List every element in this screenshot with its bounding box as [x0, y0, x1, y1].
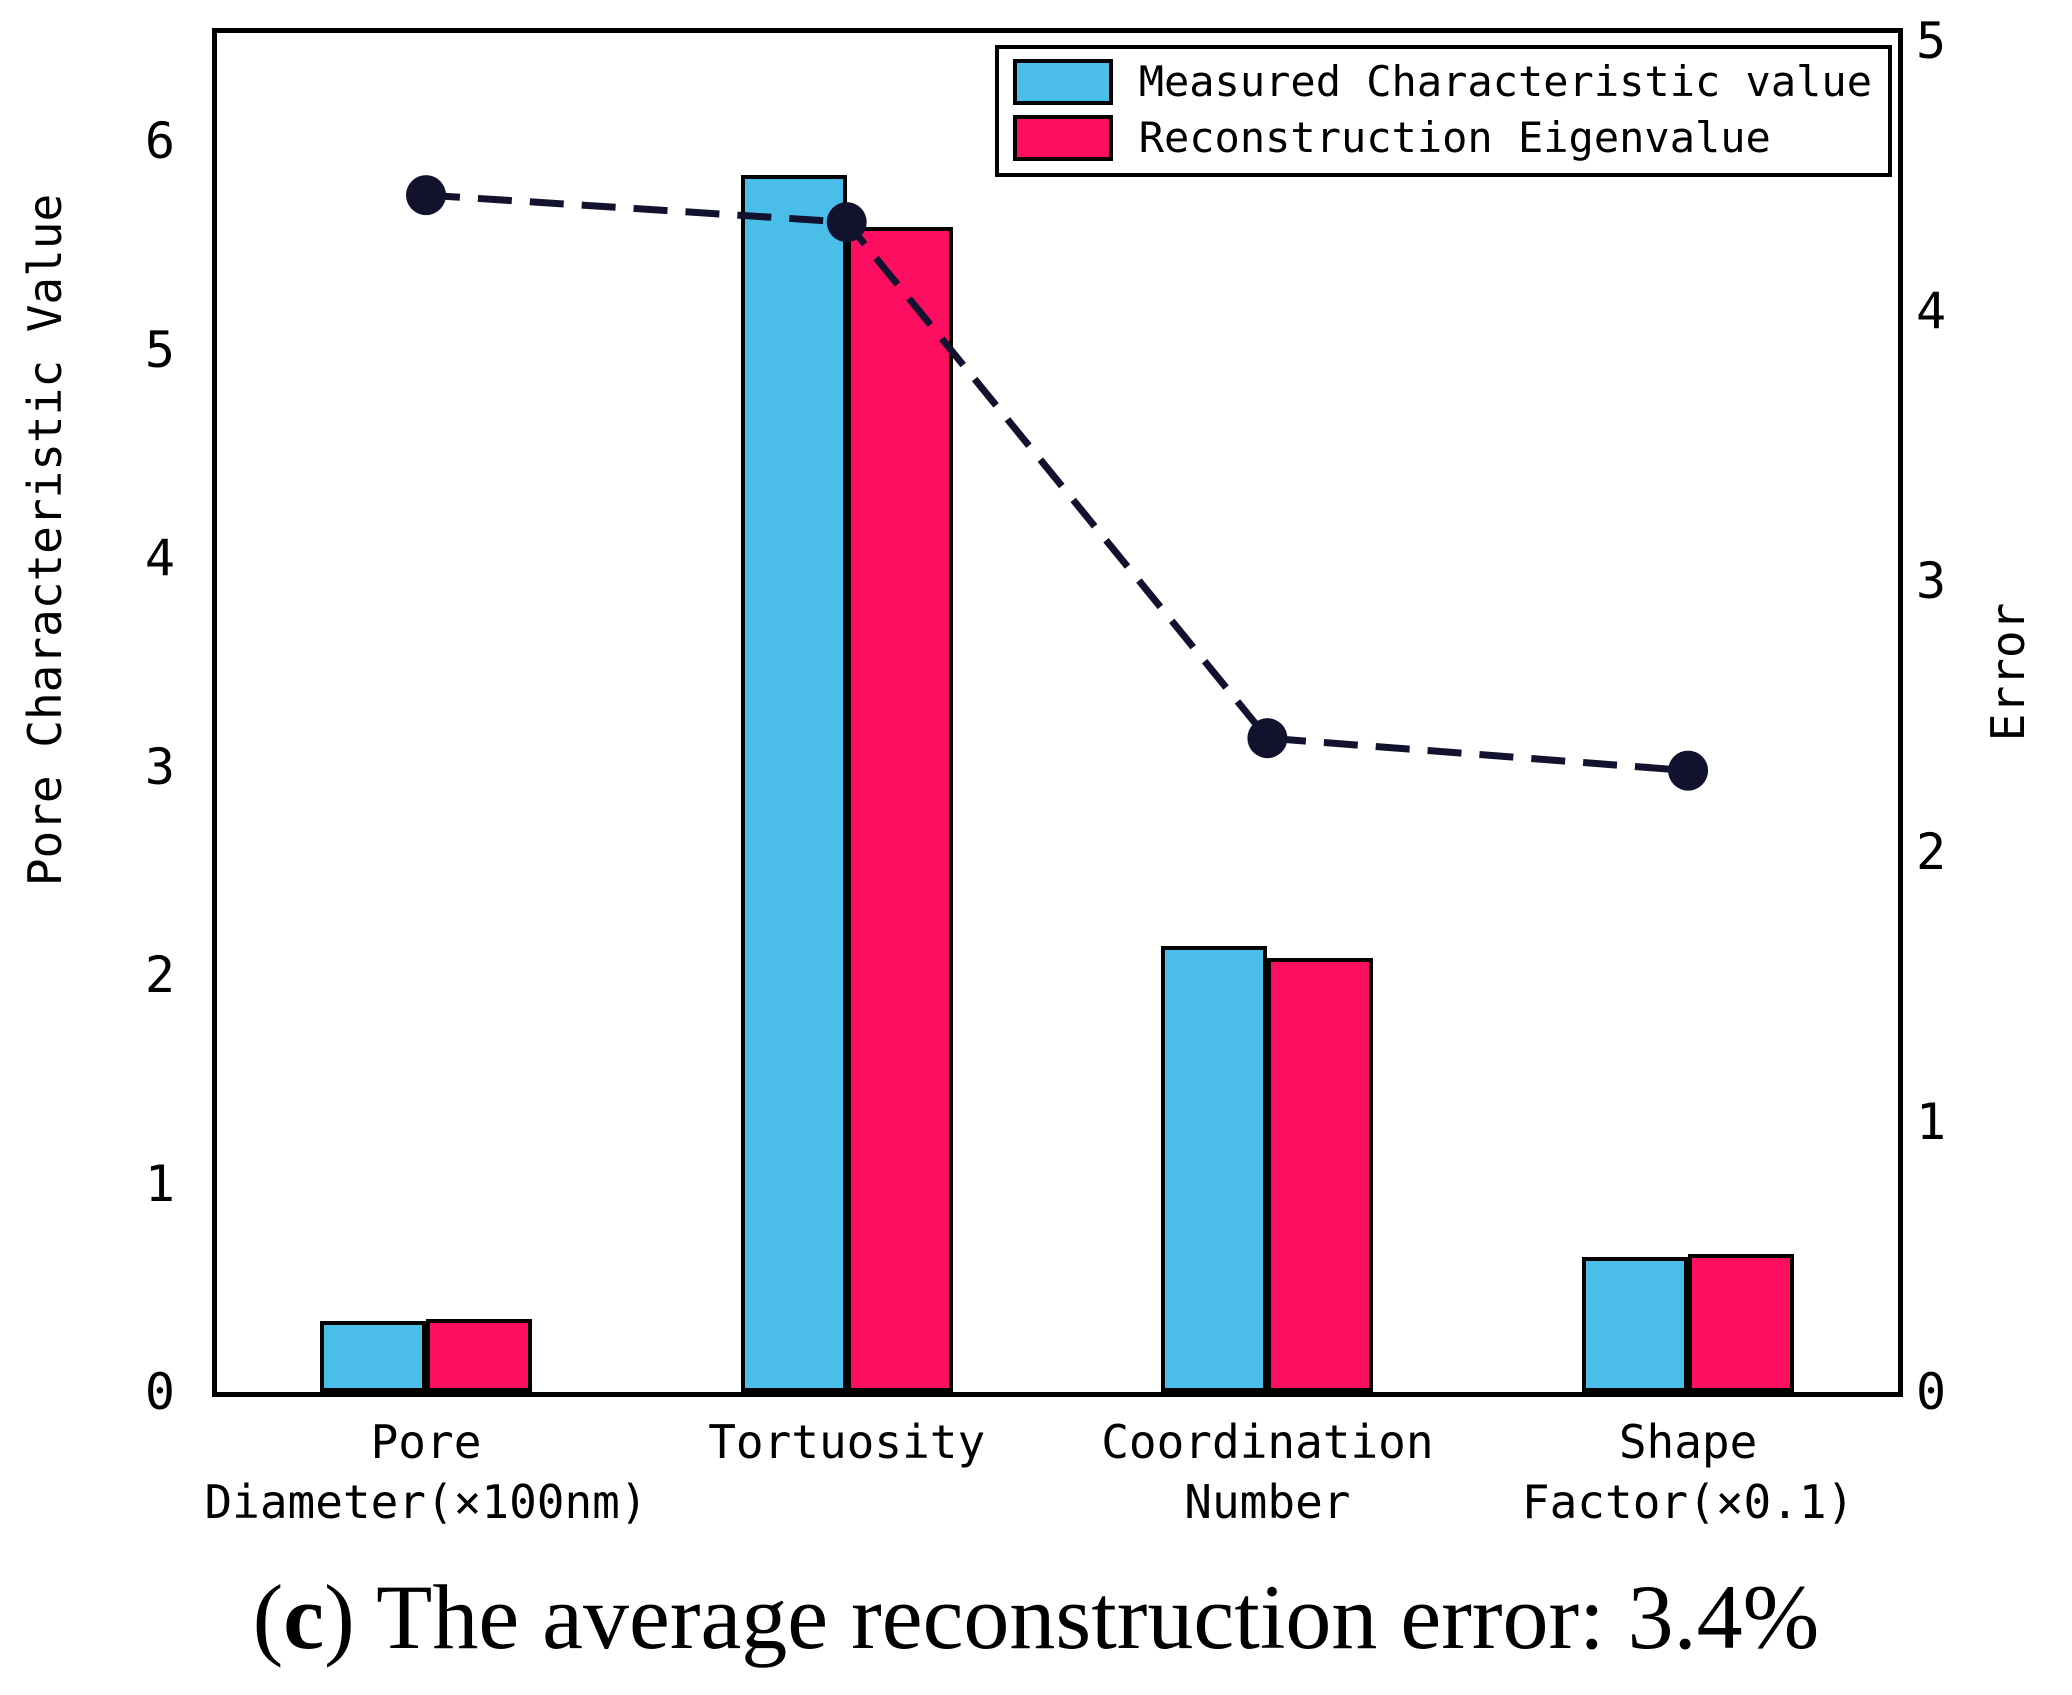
- left-axis-tick-6: 6: [144, 112, 175, 171]
- x-axis-label-3: Shape Factor(×0.1): [1521, 1415, 1855, 1529]
- bars-layer: [217, 33, 1898, 1392]
- bar-measured-2: [1161, 946, 1268, 1392]
- legend-label-reconstruction: Reconstruction Eigenvalue: [1138, 113, 1771, 162]
- legend: Measured Characteristic value Reconstruc…: [994, 45, 1892, 177]
- bar-reconstruction-0: [426, 1319, 532, 1392]
- x-axis-label-0: Pore Diameter(×100nm): [204, 1415, 648, 1529]
- left-axis-tick-1: 1: [144, 1154, 175, 1213]
- right-axis-tick-2: 2: [1916, 822, 1947, 881]
- caption-paren-open: (: [252, 1566, 284, 1668]
- bar-reconstruction-1: [846, 227, 953, 1392]
- caption-letter: c: [283, 1566, 325, 1668]
- x-axis-label-1: Tortuosity: [708, 1415, 986, 1469]
- measured-series-swatch: [1012, 59, 1113, 105]
- bar-measured-1: [740, 175, 847, 1392]
- right-axis-title: Error: [1981, 602, 2035, 742]
- plot-area: Measured Characteristic value Reconstruc…: [212, 28, 1903, 1397]
- bar-measured-3: [1582, 1257, 1689, 1392]
- legend-row-measured: Measured Characteristic value: [1012, 57, 1872, 107]
- right-axis-tick-1: 1: [1916, 1092, 1947, 1151]
- left-axis-tick-0: 0: [144, 1363, 175, 1421]
- right-axis-tick-3: 3: [1916, 552, 1947, 611]
- left-axis-tick-3: 3: [144, 737, 175, 796]
- left-axis-tick-4: 4: [144, 529, 175, 588]
- x-axis-label-2: Coordination Number: [1101, 1415, 1434, 1529]
- bar-reconstruction-2: [1267, 958, 1374, 1392]
- right-axis-tick-4: 4: [1916, 282, 1947, 341]
- legend-label-measured: Measured Characteristic value: [1138, 57, 1872, 106]
- right-axis-tick-5: 5: [1916, 12, 1947, 71]
- left-axis-tick-5: 5: [144, 320, 175, 379]
- left-axis-tick-2: 2: [144, 946, 175, 1005]
- reconstruction-series-swatch: [1012, 115, 1113, 161]
- figure-caption: (c) The average reconstruction error: 3.…: [0, 1562, 2072, 1672]
- caption-text: ) The average reconstruction error: 3.4%: [324, 1566, 1820, 1668]
- bar-measured-0: [320, 1321, 426, 1392]
- bar-reconstruction-3: [1688, 1254, 1795, 1392]
- legend-row-reconstruction: Reconstruction Eigenvalue: [1012, 113, 1872, 163]
- right-axis-tick-0: 0: [1916, 1363, 1947, 1421]
